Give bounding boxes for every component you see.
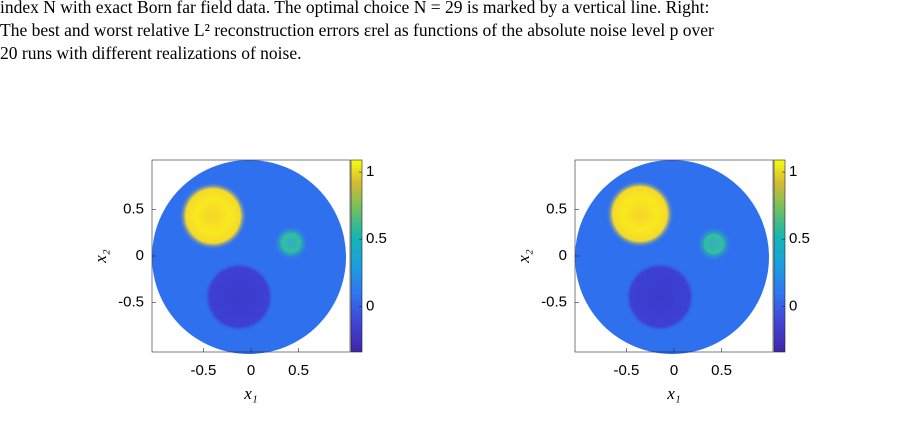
colorbar-tick-label: 0 bbox=[789, 297, 797, 314]
caption-line: index N with exact Born far field data. … bbox=[0, 0, 709, 17]
x-tick-label: 0.5 bbox=[288, 362, 309, 379]
colorbar-tick-label: 0.5 bbox=[789, 230, 810, 247]
caption-line: 20 runs with different realizations of n… bbox=[0, 43, 301, 63]
caption-line: The best and worst relative L² reconstru… bbox=[0, 20, 714, 40]
x-tick-label: 0 bbox=[247, 362, 255, 379]
y-tick-label: -0.5 bbox=[541, 294, 567, 311]
x-axis-label: x₁ bbox=[243, 384, 257, 403]
blob bbox=[606, 180, 674, 248]
image-right bbox=[575, 160, 769, 354]
colorbar-tick-label: 0.5 bbox=[366, 230, 387, 247]
x-tick-label: -0.5 bbox=[190, 362, 216, 379]
y-axis-label: x₂ bbox=[514, 249, 533, 264]
colorbar-tick-label: 1 bbox=[789, 163, 797, 180]
blob bbox=[179, 182, 247, 250]
blob bbox=[696, 226, 732, 262]
image-left bbox=[152, 160, 346, 354]
y-tick-label: -0.5 bbox=[118, 294, 144, 311]
y-axis-label: x₂ bbox=[91, 249, 110, 264]
y-tick-label: 0 bbox=[559, 247, 567, 264]
x-tick-label: 0 bbox=[670, 362, 678, 379]
blob bbox=[204, 262, 274, 332]
x-tick-label: -0.5 bbox=[613, 362, 639, 379]
y-tick-label: 0 bbox=[136, 247, 144, 264]
y-tick-label: 0.5 bbox=[546, 200, 567, 217]
x-axis-label: x₁ bbox=[666, 384, 680, 403]
colorbar bbox=[773, 159, 786, 353]
colorbar bbox=[350, 159, 363, 353]
blob bbox=[625, 262, 695, 332]
y-tick-label: 0.5 bbox=[123, 200, 144, 217]
colorbar-tick-label: 1 bbox=[366, 163, 374, 180]
colorbar-tick-label: 0 bbox=[366, 297, 374, 314]
x-tick-label: 0.5 bbox=[711, 362, 732, 379]
blob bbox=[273, 225, 309, 261]
